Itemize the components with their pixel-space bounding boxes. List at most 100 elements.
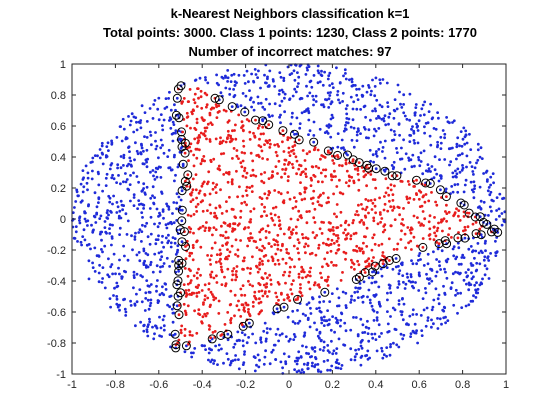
class-2-point — [326, 359, 330, 362]
class-1-point — [263, 210, 266, 213]
class-2-point — [174, 129, 178, 133]
class-2-point — [414, 281, 417, 284]
class-2-point — [375, 98, 379, 102]
class-2-point — [411, 262, 415, 266]
class-1-point — [277, 190, 281, 194]
class-2-point — [409, 332, 413, 335]
class-1-point — [195, 196, 199, 200]
class-2-point — [442, 284, 445, 288]
y-tick-label: -1 — [56, 369, 66, 381]
class-1-point — [319, 157, 322, 161]
class-1-point — [275, 154, 279, 158]
class-2-point — [123, 307, 127, 311]
class-1-point — [259, 132, 263, 136]
class-1-point — [212, 106, 216, 110]
misclassified-marker — [179, 227, 189, 237]
class-2-point — [375, 311, 379, 314]
class-2-point — [383, 114, 387, 118]
class-2-point — [90, 223, 93, 227]
class-1-point — [282, 273, 285, 277]
class-1-point — [274, 252, 278, 256]
class-2-point — [233, 84, 237, 87]
class-2-point — [219, 91, 223, 95]
class-2-point — [375, 318, 379, 322]
class-1-point — [297, 138, 301, 142]
class-2-point — [174, 131, 177, 135]
class-2-point — [86, 224, 89, 227]
class-2-point — [138, 288, 142, 291]
class-1-point — [317, 246, 320, 250]
class-2-point — [158, 221, 162, 225]
class-1-point — [427, 220, 431, 224]
class-2-point — [383, 156, 387, 160]
class-1-point — [195, 271, 199, 275]
class-2-point — [168, 166, 172, 170]
class-1-point — [206, 122, 210, 126]
class-1-point — [308, 150, 311, 154]
class-1-point — [376, 222, 380, 226]
class-2-point — [165, 202, 169, 206]
class-2-point — [474, 288, 477, 292]
class-1-point — [224, 284, 227, 288]
misclassified-marker — [360, 268, 370, 277]
class-2-point — [401, 297, 404, 301]
class-1-point — [336, 226, 340, 229]
class-2-point — [97, 254, 100, 257]
class-2-point — [229, 361, 233, 365]
class-2-point — [393, 327, 397, 331]
class-1-point — [356, 213, 360, 217]
class-2-point — [492, 181, 495, 185]
class-1-point — [290, 282, 294, 286]
misclassified-marker — [244, 318, 254, 328]
class-1-point — [254, 118, 257, 122]
class-2-point — [359, 132, 362, 136]
class-2-point — [425, 272, 428, 276]
class-1-point — [391, 209, 394, 212]
class-1-point — [188, 145, 192, 149]
misclassified-marker — [294, 135, 304, 145]
class-2-point — [415, 122, 418, 126]
class-2-point — [397, 299, 401, 302]
class-2-point — [100, 238, 103, 242]
class-2-point — [134, 116, 138, 119]
x-tick-label: 0.2 — [325, 379, 340, 391]
class-2-point — [327, 126, 331, 129]
class-1-point — [252, 173, 255, 177]
class-1-point — [188, 254, 192, 258]
class-1-point — [297, 257, 301, 261]
class-2-point — [71, 211, 75, 215]
class-2-point — [460, 152, 464, 156]
class-1-point — [313, 281, 317, 285]
class-2-point — [461, 164, 464, 167]
class-2-point — [392, 130, 396, 133]
class-1-point — [243, 256, 246, 260]
class-1-point — [209, 158, 213, 162]
class-2-point — [143, 135, 146, 139]
class-1-point — [381, 251, 385, 254]
class-1-point — [245, 171, 249, 175]
class-2-point — [308, 129, 312, 133]
class-1-point — [240, 201, 244, 205]
class-2-point — [131, 248, 134, 252]
class-2-point — [118, 233, 121, 237]
class-2-point — [264, 349, 267, 353]
class-2-point — [172, 201, 176, 204]
class-1-point — [316, 148, 320, 152]
class-1-point — [219, 136, 222, 140]
class-2-point — [275, 307, 279, 311]
class-1-point — [261, 294, 265, 298]
class-1-point — [329, 228, 333, 232]
class-2-point — [437, 293, 441, 297]
class-2-point — [392, 341, 395, 345]
class-2-point — [461, 137, 465, 141]
class-1-point — [235, 154, 239, 158]
class-1-point — [212, 157, 216, 161]
class-2-point — [473, 256, 476, 260]
class-1-point — [195, 240, 199, 244]
class-1-point — [206, 296, 210, 300]
class-1-point — [197, 191, 201, 195]
class-2-point — [158, 315, 161, 319]
class-2-point — [122, 153, 126, 157]
class-2-point — [366, 319, 369, 323]
class-1-point — [262, 132, 265, 136]
